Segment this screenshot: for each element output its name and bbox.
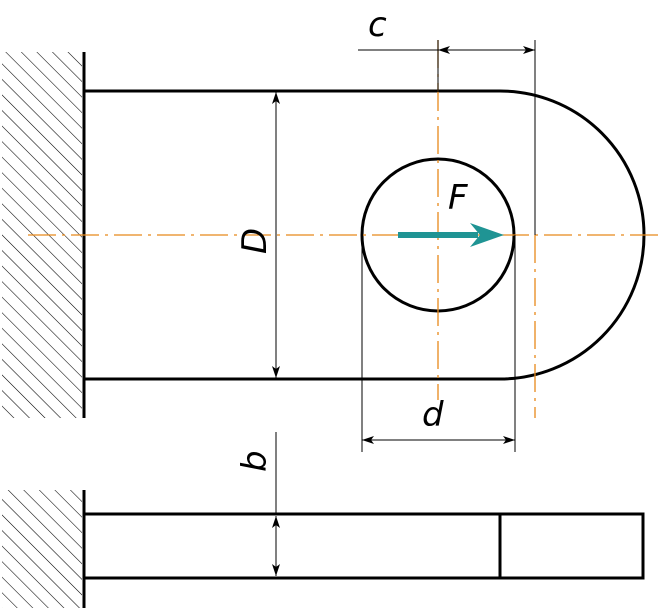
- force-label: F: [448, 178, 468, 218]
- wall-hatch-bottom: [2, 490, 82, 608]
- dim-b-label: b: [235, 450, 275, 472]
- dim-c-label: c: [368, 5, 387, 45]
- dim-d-label: d: [422, 395, 444, 435]
- side-view-plate: [82, 512, 645, 580]
- force-arrow-head: [470, 223, 504, 247]
- dim-D-label: D: [235, 228, 275, 254]
